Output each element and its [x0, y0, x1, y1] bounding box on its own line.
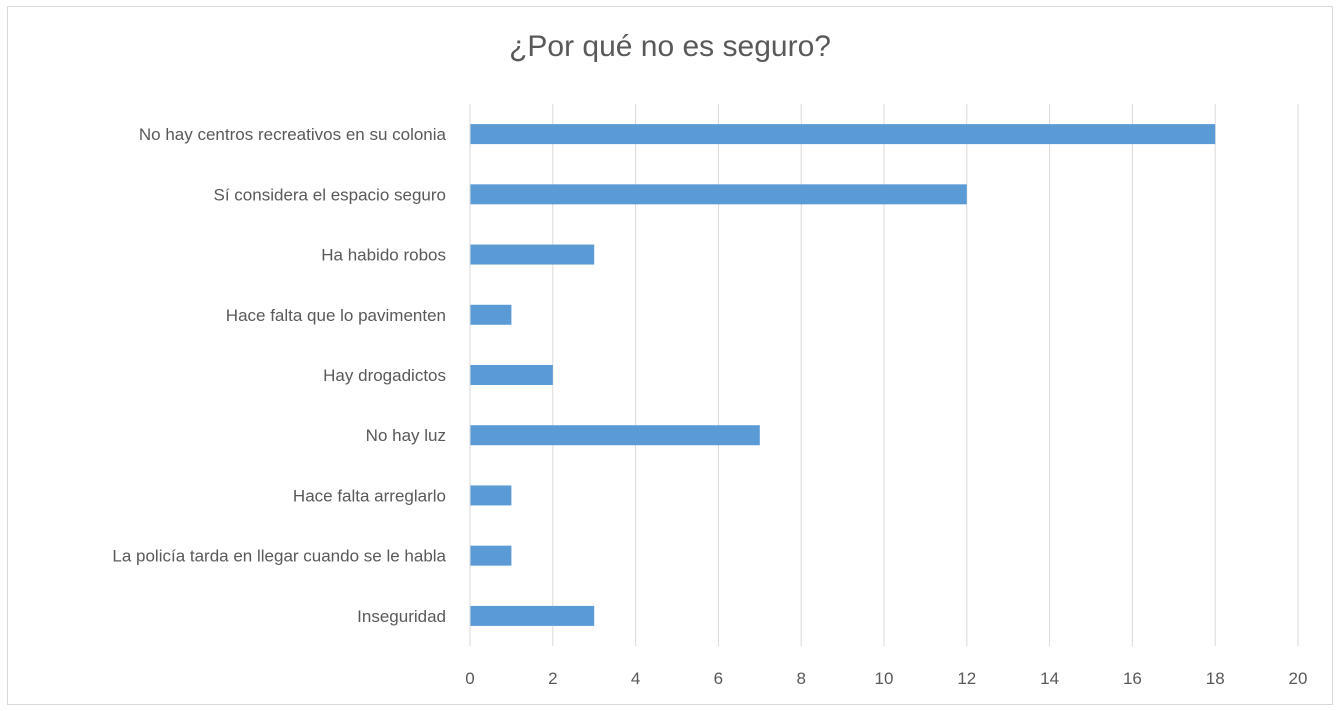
x-tick-label: 0 — [465, 669, 474, 688]
category-label: La policía tarda en llegar cuando se le … — [112, 547, 446, 566]
x-tick-label: 12 — [957, 669, 976, 688]
category-label: Ha habido robos — [321, 246, 446, 265]
category-label: Hay drogadictos — [323, 366, 446, 385]
bar — [470, 425, 760, 446]
bar — [470, 124, 1216, 145]
x-tick-label: 18 — [1206, 669, 1225, 688]
x-tick-label: 10 — [875, 669, 894, 688]
chart-frame — [7, 6, 1333, 705]
category-label: No hay centros recreativos en su colonia — [139, 125, 447, 144]
x-tick-label: 4 — [631, 669, 640, 688]
bar — [470, 304, 512, 325]
category-label: No hay luz — [366, 426, 446, 445]
x-tick-label: 16 — [1123, 669, 1142, 688]
bars — [470, 124, 1216, 626]
category-label: Sí considera el espacio seguro — [214, 185, 446, 204]
bar — [470, 545, 512, 566]
bar — [470, 244, 595, 265]
bar — [470, 485, 512, 506]
bar — [470, 605, 595, 626]
bar — [470, 184, 967, 205]
category-label: Inseguridad — [357, 607, 446, 626]
x-tick-label: 14 — [1040, 669, 1059, 688]
x-tick-labels: 0 2 4 6 8 10 12 14 16 18 20 — [465, 669, 1307, 688]
x-tick-label: 2 — [548, 669, 557, 688]
x-tick-label: 20 — [1289, 669, 1308, 688]
bar — [470, 365, 553, 385]
x-tick-label: 8 — [796, 669, 805, 688]
category-label: Hace falta que lo pavimenten — [226, 306, 446, 325]
category-label: Hace falta arreglarlo — [293, 486, 446, 505]
category-labels: No hay centros recreativos en su colonia… — [112, 125, 446, 626]
x-tick-label: 6 — [714, 669, 723, 688]
chart-title: ¿Por qué no es seguro? — [509, 30, 831, 63]
